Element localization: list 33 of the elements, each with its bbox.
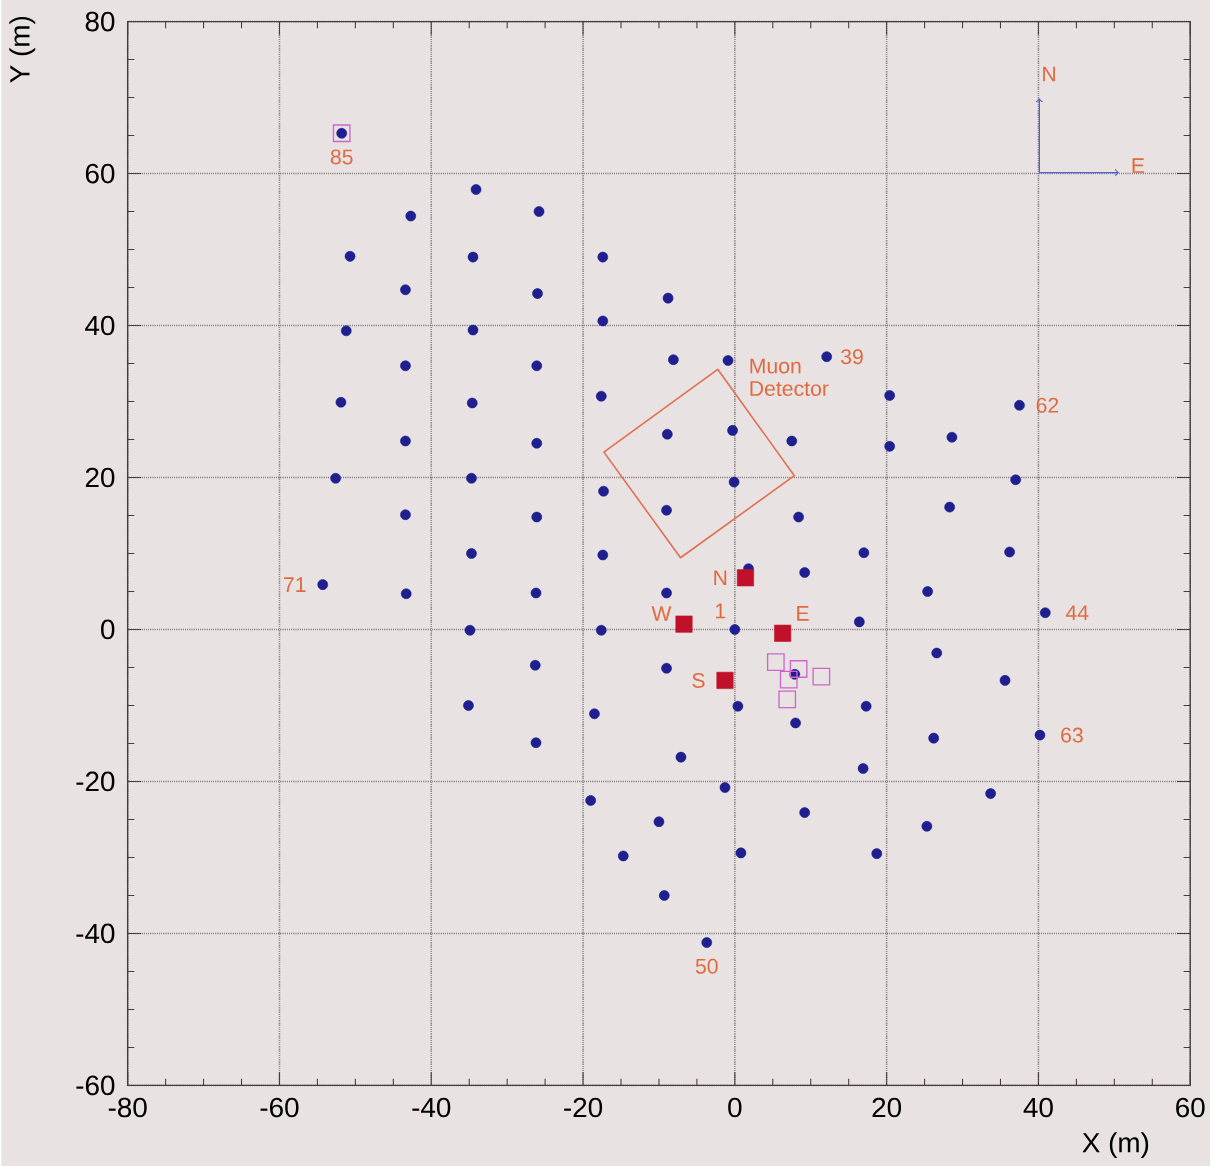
annotation: 1 (715, 603, 726, 619)
annotation: N (714, 570, 727, 585)
y-tick-label: -60 (76, 1075, 115, 1096)
x-tick-label: -40 (412, 1097, 451, 1118)
x-tick-label: -80 (108, 1097, 147, 1118)
annotation: 62 (1036, 397, 1059, 413)
annotation: N (1043, 66, 1055, 82)
annotation: E (797, 605, 809, 621)
annotation: Muon Detector (750, 358, 829, 396)
x-tick-label: 40 (1023, 1097, 1053, 1118)
y-tick-label: 60 (85, 163, 115, 184)
annotation: W (651, 606, 672, 621)
y-tick-label: 80 (85, 11, 115, 32)
annotation: 50 (695, 958, 718, 974)
x-tick-label: 20 (872, 1097, 902, 1118)
annotation: 39 (841, 348, 863, 365)
y-axis-title: Y (m) (9, 16, 36, 83)
annotation: S (692, 672, 705, 688)
y-tick-label: -40 (76, 923, 115, 944)
y-tick-label: 0 (101, 619, 115, 640)
x-tick-label: -20 (564, 1097, 603, 1118)
x-axis-title: X (m) (1082, 1131, 1149, 1158)
x-tick-label: 0 (728, 1097, 742, 1118)
annotation: 44 (1065, 605, 1089, 620)
y-tick-label: 20 (85, 467, 115, 488)
y-tick-label: -20 (76, 771, 115, 792)
x-tick-label: 60 (1176, 1097, 1205, 1118)
annotation: E (1132, 158, 1145, 173)
x-tick-label: -60 (260, 1097, 299, 1118)
annotation: 63 (1061, 727, 1083, 743)
annotation: 71 (284, 577, 306, 592)
y-tick-label: 40 (85, 315, 115, 336)
annotation: 85 (330, 149, 353, 165)
